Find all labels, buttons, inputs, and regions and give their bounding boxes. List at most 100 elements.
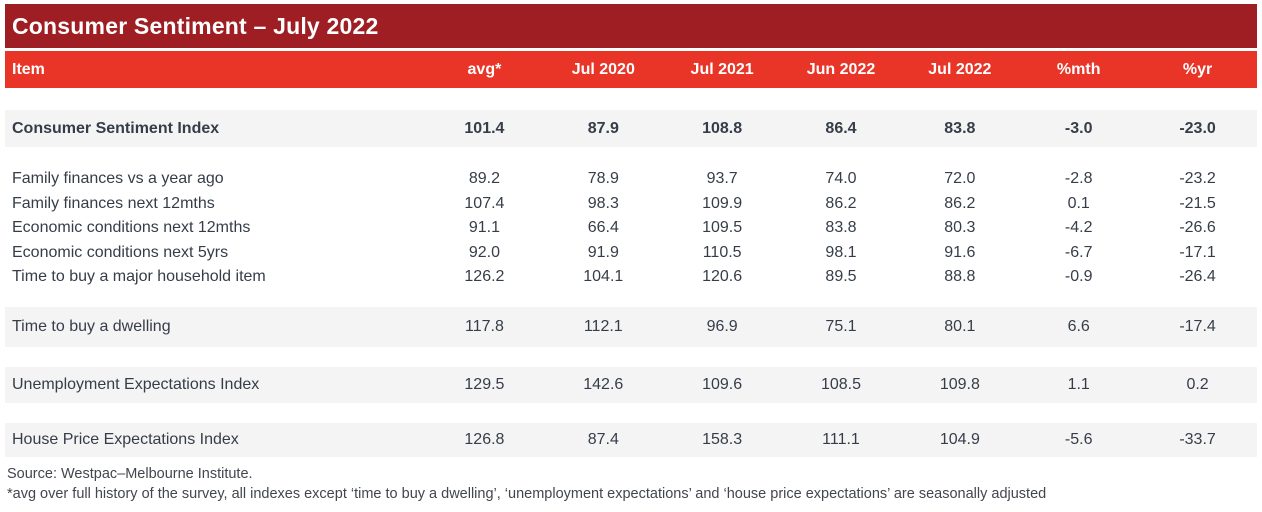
row-value: -6.7	[1064, 243, 1093, 261]
column-header-pct-mth: %mth	[1056, 60, 1101, 78]
column-header-jul-2022: Jul 2022	[928, 60, 992, 78]
row-value: 142.6	[583, 375, 624, 393]
row-value: 104.9	[939, 430, 980, 448]
row-value: 6.6	[1067, 317, 1090, 335]
table-title-bar: Consumer Sentiment – July 2022	[5, 4, 1257, 48]
row-value: -26.6	[1179, 219, 1216, 237]
row-value: 66.4	[587, 219, 619, 237]
table-row: Economic conditions next 5yrs 92.0 91.9 110…	[5, 241, 1257, 266]
row-value: 120.6	[702, 268, 743, 286]
table-section: Unemployment Expectations Index 129.5 142.…	[5, 366, 1257, 403]
row-value: -3.0	[1064, 119, 1093, 137]
row-value: 0.2	[1186, 375, 1209, 393]
row-label: Time to buy a major household item	[12, 268, 266, 286]
row-value: 126.8	[464, 430, 505, 448]
row-value: -26.4	[1179, 268, 1216, 286]
row-value: 89.2	[468, 170, 500, 188]
column-header-jun-2022: Jun 2022	[806, 60, 876, 78]
table-header-row: Item avg* Jul 2020 Jul 2021 Jun 2022 Jul…	[5, 51, 1257, 88]
row-value: -4.2	[1064, 219, 1093, 237]
row-value: 98.3	[587, 194, 619, 212]
row-value: -17.4	[1179, 317, 1216, 335]
row-value: 92.0	[468, 243, 500, 261]
row-label: Economic conditions next 5yrs	[12, 243, 229, 261]
table-row: Time to buy a major household item 126.2 1…	[5, 265, 1257, 290]
row-value: -17.1	[1179, 243, 1216, 261]
row-value: -5.6	[1064, 430, 1093, 448]
row-value: 109.8	[939, 375, 980, 393]
table-section: Consumer Sentiment Index 101.4 87.9 108.8 86…	[5, 110, 1257, 147]
row-value: 86.2	[944, 194, 976, 212]
row-value: 126.2	[464, 268, 505, 286]
source-note: Source: Westpac–Melbourne Institute.	[7, 465, 253, 482]
row-value: -33.7	[1179, 430, 1216, 448]
row-value: 96.9	[706, 317, 738, 335]
row-value: 101.4	[464, 119, 505, 137]
row-value: 88.8	[944, 268, 976, 286]
footnote: *avg over full history of the survey, al…	[7, 485, 1047, 502]
row-label: Economic conditions next 12mths	[12, 219, 251, 237]
row-value: 87.4	[587, 430, 619, 448]
table-row: Consumer Sentiment Index 101.4 87.9 108.8 86…	[5, 110, 1257, 147]
row-value: -21.5	[1179, 194, 1216, 212]
row-value: 83.8	[944, 119, 976, 137]
row-value: 78.9	[587, 170, 619, 188]
row-value: 158.3	[702, 430, 743, 448]
row-value: 117.8	[464, 317, 504, 335]
row-value: -2.8	[1064, 170, 1093, 188]
row-value: 83.8	[825, 219, 857, 237]
row-value: 129.5	[464, 375, 505, 393]
page-title: Consumer Sentiment – July 2022	[12, 12, 379, 39]
table-row: Family finances vs a year ago 89.2 78.9 93.…	[5, 167, 1257, 192]
table-body: Consumer Sentiment Index 101.4 87.9 108.8 86…	[5, 110, 1257, 457]
table-section: Time to buy a dwelling 117.8 112.1 96.9 75.1…	[5, 306, 1257, 347]
row-value: 91.6	[944, 243, 976, 261]
row-label: House Price Expectations Index	[12, 430, 239, 448]
row-value: 108.5	[820, 375, 862, 393]
row-value: 107.4	[464, 194, 505, 212]
row-value: 80.1	[944, 317, 976, 335]
column-header-avg: avg*	[467, 60, 502, 78]
row-value: 108.8	[702, 119, 743, 137]
row-value: 86.4	[825, 119, 857, 137]
row-value: 98.1	[825, 243, 857, 261]
row-label: Time to buy a dwelling	[12, 317, 171, 335]
column-header-jul-2021: Jul 2021	[690, 60, 754, 78]
row-value: 109.5	[702, 219, 743, 237]
row-value: 86.2	[825, 194, 857, 212]
table-row: Time to buy a dwelling 117.8 112.1 96.9 75.1…	[5, 306, 1257, 347]
row-value: 91.1	[468, 219, 500, 237]
row-value: 112.1	[583, 317, 623, 335]
row-value: 72.0	[944, 170, 976, 188]
row-value: 109.6	[702, 375, 743, 393]
table-row: Family finances next 12mths 107.4 98.3 109.…	[5, 192, 1257, 217]
row-label: Family finances next 12mths	[12, 194, 215, 212]
row-label: Unemployment Expectations Index	[12, 375, 260, 393]
table-section: House Price Expectations Index 126.8 87.4 1…	[5, 422, 1257, 457]
row-value: 74.0	[825, 170, 857, 188]
row-value: 110.5	[702, 243, 742, 261]
row-value: 1.1	[1067, 375, 1090, 393]
table-row: House Price Expectations Index 126.8 87.4 1…	[5, 422, 1257, 457]
row-value: 109.9	[702, 194, 743, 212]
table-row: Unemployment Expectations Index 129.5 142.…	[5, 366, 1257, 403]
row-label: Consumer Sentiment Index	[12, 119, 220, 137]
column-header-pct-yr: %yr	[1182, 60, 1213, 78]
row-value: -0.9	[1064, 268, 1093, 286]
row-value: -23.2	[1179, 170, 1216, 188]
row-value: 87.9	[587, 119, 619, 137]
row-value: 75.1	[825, 317, 857, 335]
row-value: -23.0	[1179, 119, 1216, 137]
column-header-item: Item	[12, 60, 45, 78]
row-value: 89.5	[825, 268, 857, 286]
column-header-jul-2020: Jul 2020	[571, 60, 635, 78]
row-value: 91.9	[587, 243, 619, 261]
table-row: Economic conditions next 12mths 91.1 66.4 1…	[5, 216, 1257, 241]
row-value: 111.1	[822, 430, 860, 448]
table-footer: Source: Westpac–Melbourne Institute. *av…	[5, 464, 1257, 504]
row-value: 93.7	[706, 170, 738, 188]
row-value: 0.1	[1067, 194, 1090, 212]
table-section: Family finances vs a year ago 89.2 78.9 93.…	[5, 167, 1257, 290]
row-label: Family finances vs a year ago	[12, 170, 224, 188]
